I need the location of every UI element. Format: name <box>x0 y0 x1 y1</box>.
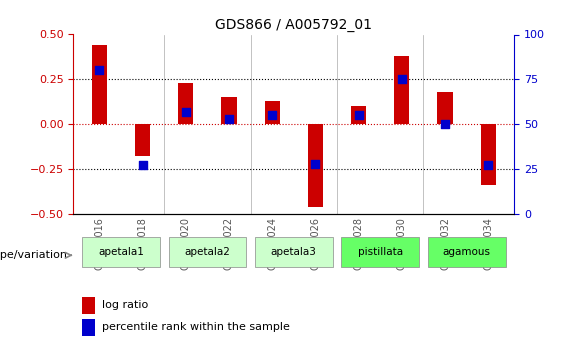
Text: pistillata: pistillata <box>358 247 403 257</box>
Point <box>268 112 277 118</box>
Bar <box>92 45 107 124</box>
Point <box>311 161 320 166</box>
Point <box>95 68 104 73</box>
Text: apetala3: apetala3 <box>271 247 317 257</box>
Bar <box>264 101 280 124</box>
Bar <box>82 319 95 336</box>
Bar <box>308 124 323 207</box>
Bar <box>437 92 453 124</box>
Text: apetala2: apetala2 <box>184 247 231 257</box>
Point <box>138 163 147 168</box>
Bar <box>394 56 410 124</box>
Title: GDS866 / A005792_01: GDS866 / A005792_01 <box>215 18 372 32</box>
Point <box>224 116 233 121</box>
Point <box>181 109 190 115</box>
Text: log ratio: log ratio <box>102 300 149 310</box>
Point <box>484 163 493 168</box>
FancyBboxPatch shape <box>255 237 333 267</box>
Bar <box>481 124 496 185</box>
Text: apetala1: apetala1 <box>98 247 144 257</box>
Point <box>397 77 406 82</box>
Bar <box>178 83 193 124</box>
Text: genotype/variation: genotype/variation <box>0 250 67 260</box>
Point <box>441 121 450 127</box>
Text: agamous: agamous <box>442 247 490 257</box>
Bar <box>351 106 366 124</box>
Bar <box>221 97 237 124</box>
Bar <box>82 297 95 314</box>
Point <box>354 112 363 118</box>
Text: percentile rank within the sample: percentile rank within the sample <box>102 323 290 333</box>
FancyBboxPatch shape <box>82 237 160 267</box>
FancyBboxPatch shape <box>428 237 506 267</box>
FancyBboxPatch shape <box>168 237 246 267</box>
Bar <box>135 124 150 157</box>
FancyBboxPatch shape <box>341 237 419 267</box>
